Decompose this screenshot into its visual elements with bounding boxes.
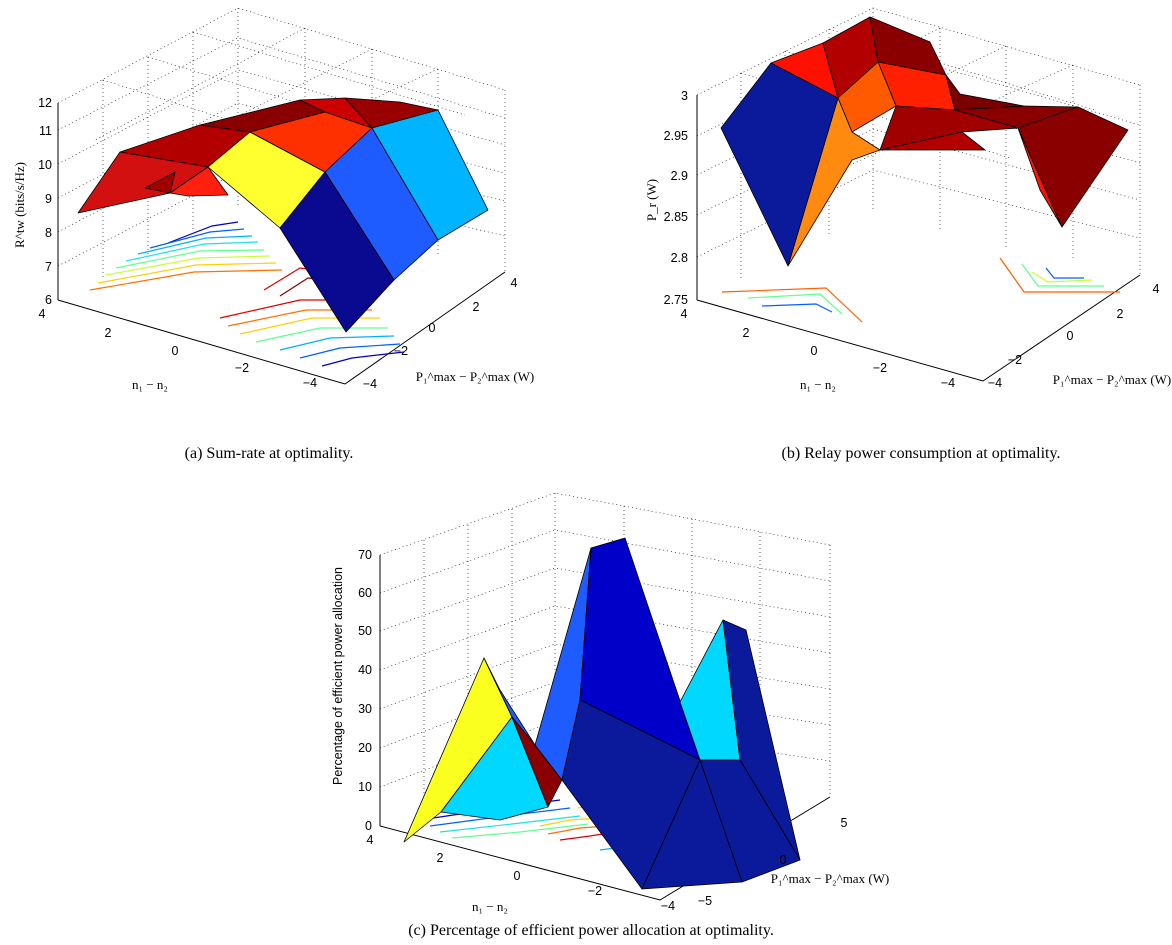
z-tick: 2.95 — [664, 129, 688, 143]
z-tick: 3 — [681, 89, 688, 103]
panel-c-z-ticks: 0 10 20 30 40 50 60 70 — [358, 548, 372, 833]
z-tick: 2.75 — [664, 293, 688, 307]
x-axis-label: n₁ − n₂ — [132, 377, 168, 392]
y-tick: −4 — [988, 376, 1002, 390]
y-axis-label: P₁^max − P₂^max (W) — [1053, 372, 1172, 387]
y-tick: −2 — [1008, 353, 1022, 367]
x-tick: 0 — [514, 869, 521, 883]
x-tick: −2 — [588, 884, 602, 898]
z-tick: 6 — [45, 293, 52, 307]
caption-c: (c) Percentage of efficient power alloca… — [408, 922, 774, 939]
z-axis-label: P_r (W) — [644, 179, 659, 221]
z-tick: 40 — [358, 663, 372, 677]
z-tick: 20 — [358, 741, 372, 755]
panel-a-y-ticks: −4 −2 0 2 4 — [363, 276, 518, 391]
z-tick: 10 — [358, 780, 372, 794]
x-tick: 0 — [811, 344, 818, 358]
panel-b-surface — [720, 16, 1129, 267]
x-tick: 4 — [681, 307, 688, 321]
y-tick: 5 — [841, 816, 848, 830]
z-tick: 8 — [45, 226, 52, 240]
panel-b-z-ticks: 2.75 2.8 2.85 2.9 2.95 3 — [664, 89, 688, 307]
panel-c: 0 10 20 30 40 50 60 70 4 2 0 −2 −4 −5 0 … — [331, 492, 890, 939]
z-tick: 60 — [358, 586, 372, 600]
y-tick: −5 — [698, 894, 712, 908]
panel-a-x-ticks: 4 2 0 −2 −4 — [39, 307, 318, 390]
y-tick: 2 — [1117, 307, 1124, 321]
z-tick: 7 — [45, 260, 52, 274]
z-tick: 0 — [365, 819, 372, 833]
x-tick: 4 — [367, 833, 374, 847]
y-axis-label: P₁^max − P₂^max (W) — [416, 369, 535, 384]
x-tick: −4 — [661, 899, 675, 913]
x-tick: 4 — [39, 307, 46, 321]
x-tick: 2 — [437, 851, 444, 865]
panel-b-contours — [721, 257, 1120, 323]
x-tick: 2 — [105, 326, 112, 340]
panel-a-z-ticks: 6 7 8 9 10 11 12 — [38, 96, 52, 307]
x-tick: −4 — [941, 376, 955, 390]
x-tick: 2 — [743, 326, 750, 340]
z-tick: 2.85 — [664, 210, 688, 224]
panel-c-x-ticks: 4 2 0 −2 −4 — [367, 833, 676, 913]
x-tick: −2 — [235, 361, 249, 375]
panel-a-surface — [77, 97, 489, 333]
panel-a-contours — [89, 221, 405, 367]
panel-a-axes — [57, 103, 506, 385]
y-tick: −4 — [363, 377, 377, 391]
z-tick: 2.8 — [671, 251, 688, 265]
z-axis-label: R^tw (bits/s/Hz) — [12, 162, 27, 248]
panel-a: 6 7 8 9 10 11 12 4 2 0 −2 −4 −4 −2 0 2 4… — [12, 7, 535, 462]
panel-c-grid — [379, 492, 831, 826]
z-axis-label: Percentage of efficient power allocation — [331, 567, 345, 785]
panel-b-x-ticks: 4 2 0 −2 −4 — [681, 307, 956, 390]
y-tick: 0 — [429, 321, 436, 335]
z-tick: 50 — [358, 624, 372, 638]
caption-a: (a) Sum-rate at optimality. — [185, 445, 354, 462]
panel-c-y-ticks: −5 0 5 — [698, 816, 848, 908]
panel-c-surface — [403, 537, 801, 890]
z-tick: 10 — [38, 158, 52, 172]
caption-b: (b) Relay power consumption at optimalit… — [782, 445, 1061, 462]
x-tick: −2 — [873, 361, 887, 375]
panel-b-axes — [696, 95, 1141, 382]
y-tick: 0 — [780, 853, 787, 867]
x-tick: −4 — [303, 376, 317, 390]
panel-b-y-ticks: −4 −2 0 2 4 — [988, 282, 1160, 390]
z-tick: 70 — [358, 548, 372, 562]
x-axis-label: n₁ − n₂ — [800, 377, 836, 392]
z-tick: 12 — [38, 96, 52, 110]
y-tick: 2 — [473, 300, 480, 314]
y-tick: 4 — [1153, 282, 1160, 296]
panel-b: 2.75 2.8 2.85 2.9 2.95 3 4 2 0 −2 −4 −4 … — [644, 7, 1172, 462]
z-tick: 2.9 — [671, 169, 688, 183]
y-tick: −2 — [394, 344, 408, 358]
z-tick: 9 — [45, 192, 52, 206]
z-tick: 11 — [39, 124, 52, 138]
y-tick: 0 — [1067, 329, 1074, 343]
x-axis-label: n₁ − n₂ — [472, 899, 508, 914]
z-tick: 30 — [358, 702, 372, 716]
y-tick: 4 — [511, 276, 518, 290]
x-tick: 0 — [172, 344, 179, 358]
y-axis-label: P₁^max − P₂^max (W) — [771, 871, 890, 886]
